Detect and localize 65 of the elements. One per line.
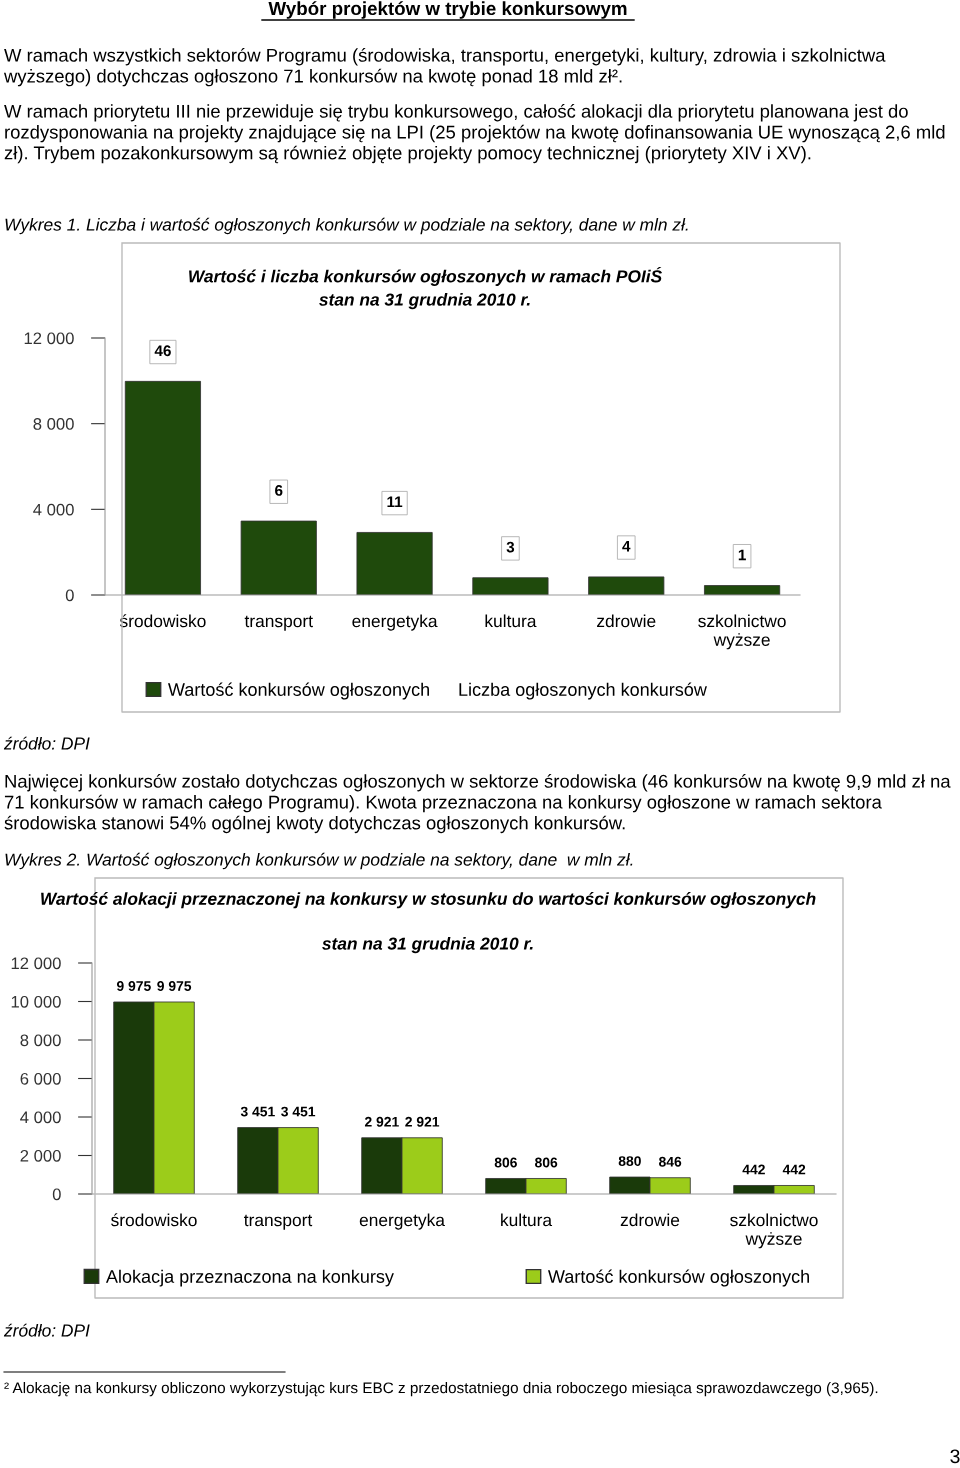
y-tick-label: 12 000 bbox=[11, 957, 61, 970]
data-label: 9 975 bbox=[157, 981, 192, 991]
x-tick-label: zdrowie bbox=[620, 1213, 680, 1227]
annotation: 11 bbox=[387, 496, 403, 508]
chart-title: Wartość i liczba konkursów ogłoszonych w ramach POIiŚ bbox=[189, 267, 663, 286]
y-tick-label: 4 000 bbox=[20, 1111, 61, 1124]
data-label: 3 451 bbox=[281, 1106, 316, 1117]
data-label: 846 bbox=[659, 1156, 682, 1167]
text: 3 bbox=[950, 1449, 960, 1464]
data-label: 806 bbox=[535, 1157, 558, 1168]
x-tick-label: szkolnictwo wyższe bbox=[698, 614, 786, 650]
text: W ramach priorytetu III nie przewiduje się trybu konkursowego, całość alokacji dla priorytetu planowana jest do rozdysponowania na projekty znajdujące się na LPI (25 projektów na kwotę dofinansowania UE wynoszącą 2,6 mld zł). Trybem pozakonkursowym są również objęte projekty pomocy technicznej (priorytety XIV i XV). bbox=[4, 104, 945, 164]
text: źródło: DPI bbox=[3, 1323, 90, 1337]
y-tick-label: 0 bbox=[52, 1188, 61, 1201]
x-tick-label: środowisko bbox=[119, 614, 206, 628]
text: Wykres 2. Wartość ogłoszonych konkursów w podziale na sektory, dane w mln zł. bbox=[5, 852, 633, 870]
x-tick-label: transport bbox=[244, 615, 313, 631]
y-tick-label: 2 000 bbox=[20, 1149, 61, 1162]
legend-label: Wartość konkursów ogłoszonych bbox=[168, 682, 429, 700]
data-label: 880 bbox=[618, 1156, 641, 1166]
bar bbox=[472, 577, 549, 595]
text: Liczba ogłoszonych konkursów bbox=[459, 682, 707, 700]
text: W ramach wszystkich sektorów Programu (środowiska, transportu, energetyki, kultury, zdrowia i szkolnictwa wyższego) dotychczas ogłoszono 71 konkursów na kwotę ponad 18 mld zł². bbox=[3, 48, 886, 87]
data-label: 806 bbox=[494, 1157, 517, 1168]
x-tick-label: energetyka bbox=[359, 1213, 445, 1230]
data-label: 3 451 bbox=[240, 1106, 275, 1117]
x-tick-label: szkolnictwo wyższe bbox=[730, 1213, 818, 1249]
x-tick-label: transport bbox=[244, 1214, 313, 1230]
annotation: 3 bbox=[506, 541, 515, 553]
bar bbox=[124, 380, 201, 595]
data-label: 442 bbox=[742, 1164, 765, 1175]
chart-subtitle: stan na 31 grudnia 2010 r. bbox=[322, 937, 533, 954]
text: Wybór projektów w trybie konkursowym bbox=[268, 1, 627, 19]
data-label: 2 921 bbox=[364, 1116, 399, 1127]
text: źródło: DPI bbox=[3, 736, 90, 750]
text: Wykres 1. Liczba i wartość ogłoszonych konkursów w podziale na sektory, dane w mln zł. bbox=[5, 217, 688, 235]
chart-title: Wartość alokacji przeznaczonej na konkursy w stosunku do wartości konkursów ogłoszonych bbox=[41, 892, 816, 909]
annotation: 4 bbox=[622, 540, 631, 552]
data-label: 9 975 bbox=[116, 981, 151, 991]
text: Najwięcej konkursów zostało dotychczas ogłoszonych w sektorze środowiska (46 konkursów na kwotę 9,9 mld zł na 71 konkursów w ramach całego Programu). Kwota przeznaczona na konkursy ogłoszone w ramach sektora środowiska stanowi 54% ogólnej kwoty dotychczas ogłoszonych konkursów. bbox=[4, 774, 951, 834]
data-label: 2 921 bbox=[405, 1116, 440, 1127]
bar bbox=[588, 576, 665, 595]
chart-subtitle: stan na 31 grudnia 2010 r. bbox=[319, 293, 530, 310]
bar bbox=[240, 520, 317, 595]
x-tick-label: energetyka bbox=[352, 614, 438, 631]
bar bbox=[356, 532, 433, 595]
annotation: 6 bbox=[275, 485, 283, 496]
annotation: 1 bbox=[738, 549, 746, 561]
data-label: 442 bbox=[782, 1164, 806, 1175]
y-tick-label: 6 000 bbox=[20, 1072, 61, 1085]
legend-label: Wartość konkursów ogłoszonych bbox=[548, 1269, 809, 1287]
y-tick-label: 8 000 bbox=[20, 1034, 61, 1047]
y-tick-label: 4 000 bbox=[33, 503, 74, 516]
x-tick-label: kultura bbox=[485, 614, 537, 628]
y-tick-label: 10 000 bbox=[11, 995, 61, 1008]
legend-label: Alokacja przeznaczona na konkursy bbox=[105, 1269, 394, 1287]
annotation: 46 bbox=[154, 345, 171, 357]
y-tick-label: 12 000 bbox=[24, 332, 74, 345]
y-tick-label: 0 bbox=[65, 589, 74, 602]
text: ² Alokację na konkursy obliczono wykorzystując kurs EBC z przedostatniego dnia roboczego miesiąca sprawozdawczego (3,965). bbox=[4, 1382, 878, 1397]
x-tick-label: kultura bbox=[501, 1213, 553, 1227]
y-tick-label: 8 000 bbox=[33, 418, 74, 430]
x-tick-label: zdrowie bbox=[597, 614, 656, 628]
x-tick-label: środowisko bbox=[111, 1213, 197, 1227]
bar bbox=[704, 585, 781, 595]
